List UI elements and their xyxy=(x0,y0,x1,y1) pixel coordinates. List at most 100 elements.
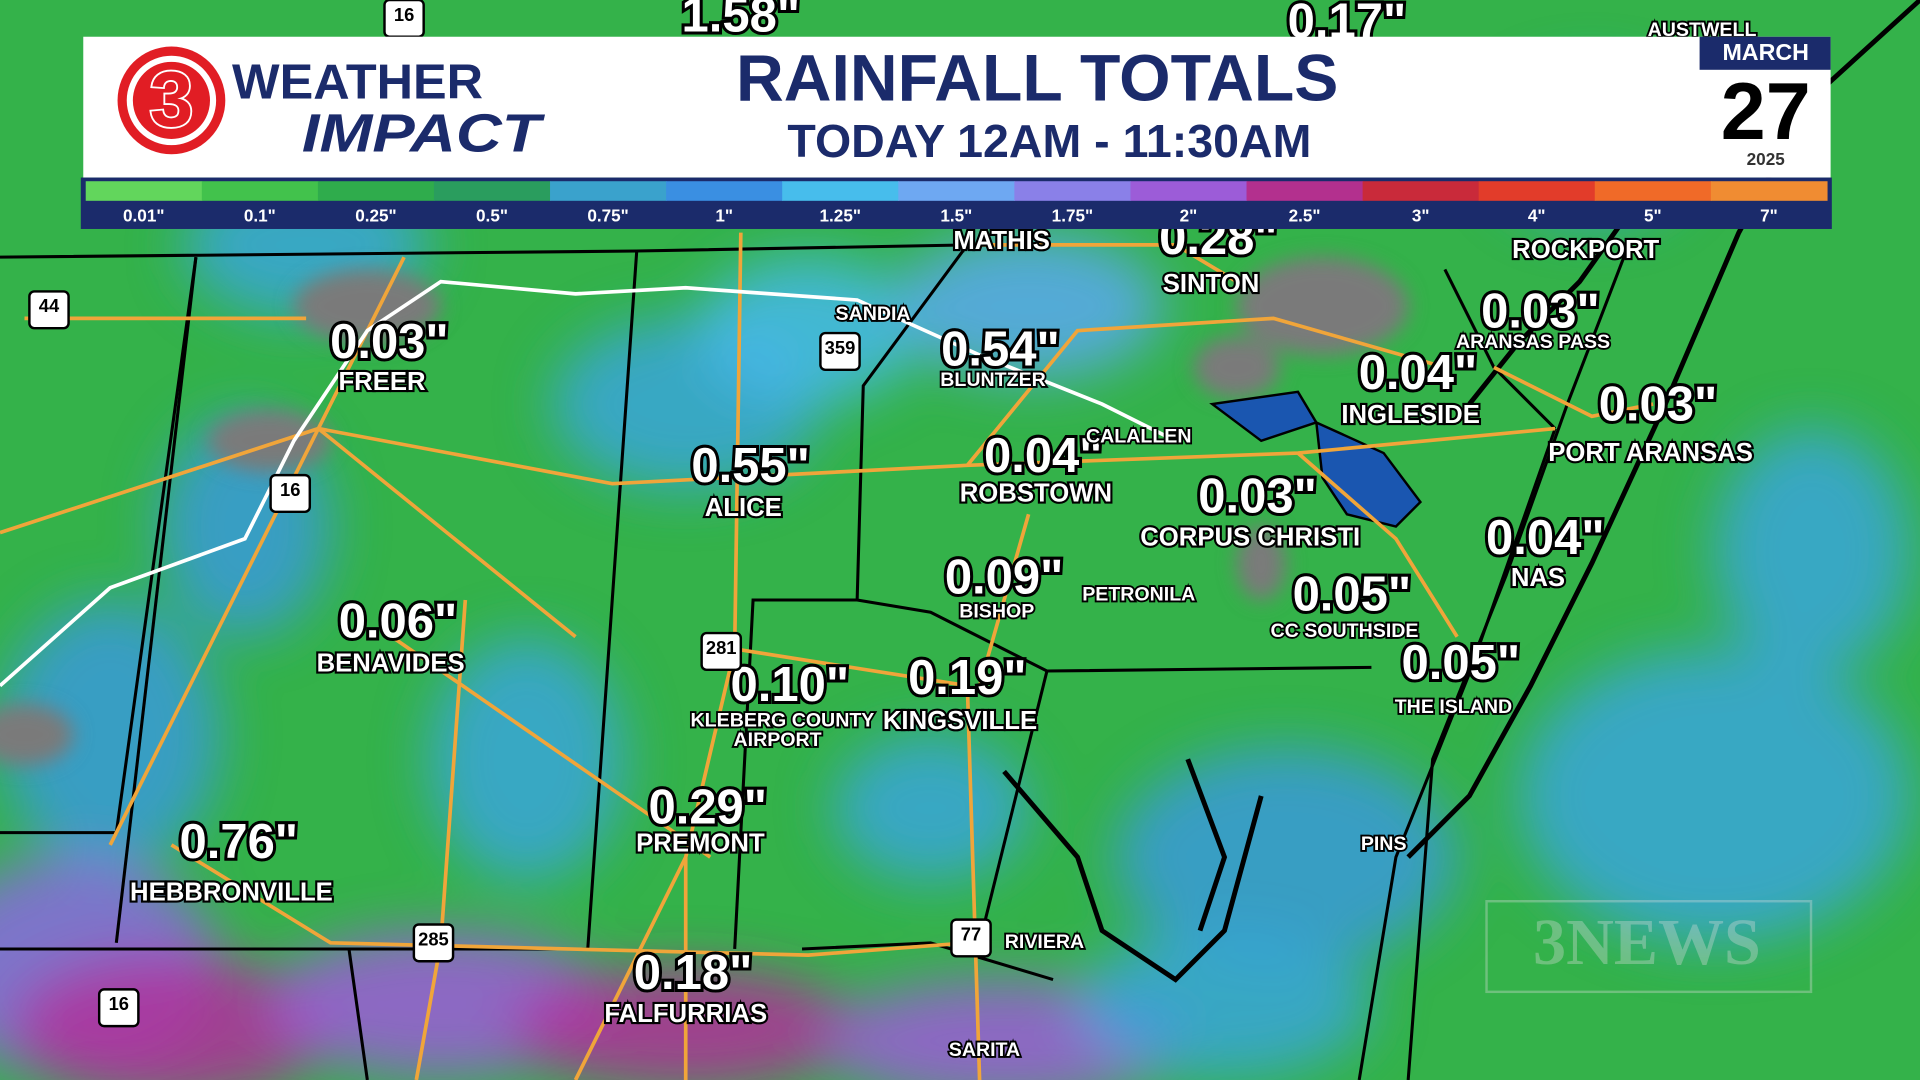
radar-blob xyxy=(832,734,1029,882)
road xyxy=(0,426,1556,535)
shield-body xyxy=(412,923,455,963)
road xyxy=(967,243,1238,284)
shield-number: 359 xyxy=(825,337,856,358)
rainfall-value: 0.29" xyxy=(648,781,767,835)
highway-shield: 285 xyxy=(412,923,455,963)
shield-number: 16 xyxy=(109,993,129,1014)
legend-label: 1.25" xyxy=(820,205,861,225)
river xyxy=(0,279,1177,688)
place-name: PREMONT xyxy=(636,830,765,858)
shield-body xyxy=(28,290,70,330)
highway-shield: 16 xyxy=(97,988,140,1028)
place-name: ALICE xyxy=(705,494,782,522)
road xyxy=(1296,451,1459,638)
legend-swatch xyxy=(433,181,551,201)
rainfall-value: 0.55" xyxy=(691,439,810,493)
place-name: CALALLEN xyxy=(1086,425,1192,447)
place-name: ROBSTOWN xyxy=(960,479,1112,507)
radar-blob xyxy=(0,600,221,870)
rainfall-value: 0.09" xyxy=(945,550,1064,604)
rainfall-value: 0.04" xyxy=(1359,346,1478,400)
road xyxy=(317,427,577,639)
legend-label: 0.5" xyxy=(476,205,508,225)
road xyxy=(977,513,1031,687)
highway-shield: 44 xyxy=(28,290,70,330)
road xyxy=(390,635,712,859)
subtitle: TODAY 12AM - 11:30AM xyxy=(787,115,1311,167)
date-day: 27 xyxy=(1721,67,1811,157)
shield-body xyxy=(700,631,743,672)
place-name: KINGSVILLE xyxy=(883,707,1037,735)
month-box xyxy=(1699,36,1831,70)
shield-body xyxy=(269,473,312,514)
place-name: FALFURRIAS xyxy=(604,1000,767,1028)
place-name: ARANSAS PASS xyxy=(1456,331,1610,353)
legend-label: 0.1" xyxy=(244,205,276,225)
county-line xyxy=(856,598,1372,673)
rainfall-value: 0.03" xyxy=(330,315,449,369)
county-line xyxy=(347,948,369,1080)
place-name: KLEBERG COUNTY xyxy=(691,709,875,731)
legend-swatch xyxy=(1478,181,1596,201)
county-line xyxy=(1406,244,1631,1080)
gray-patch xyxy=(1236,257,1409,356)
bay xyxy=(1209,390,1319,443)
place-name: MATHIS xyxy=(953,227,1050,255)
place-name: SANDIA xyxy=(836,303,911,325)
gray-patch xyxy=(1193,336,1280,398)
legend-label: 2" xyxy=(1180,205,1198,225)
coastline xyxy=(1467,194,1643,406)
radar-blob xyxy=(1714,428,1911,674)
date-year: 2025 xyxy=(1747,149,1786,169)
highway-shield: 16 xyxy=(269,473,312,514)
rainfall-value: 0.76" xyxy=(180,815,299,869)
coastline xyxy=(1185,758,1228,932)
rainfall-value: 0.05" xyxy=(1293,567,1412,621)
place-name: FREER xyxy=(338,368,426,396)
legend-swatch xyxy=(550,181,667,201)
legend-swatch xyxy=(317,181,435,201)
highway-shield: 77 xyxy=(950,918,992,958)
place-name: RIVIERA xyxy=(1005,931,1084,953)
radar-blob xyxy=(1077,930,1372,1078)
legend-swatch xyxy=(201,181,319,201)
rainfall-value: 0.03" xyxy=(1481,285,1600,339)
shield-body xyxy=(950,918,992,958)
banner-box xyxy=(83,36,1831,178)
legend-label: 1.75" xyxy=(1052,205,1093,225)
rainfall-value: 0.03" xyxy=(1599,378,1718,432)
legend-label: 1" xyxy=(715,205,733,225)
date-month: MARCH xyxy=(1722,39,1809,65)
place-name: SARITA xyxy=(949,1039,1020,1061)
place-name: BISHOP xyxy=(959,600,1034,622)
rainfall-value: 0.10" xyxy=(731,658,850,712)
place-name: NAS xyxy=(1511,564,1565,592)
place-name: BLUNTZER xyxy=(940,369,1046,391)
legend-swatch xyxy=(1710,181,1828,201)
place-name: PORT ARANSAS xyxy=(1548,439,1753,467)
rainfall-value: 0.19" xyxy=(908,651,1027,705)
legend-swatch xyxy=(898,181,1015,201)
legend-label: 7" xyxy=(1760,205,1778,225)
radar-blob xyxy=(159,416,331,637)
radar-blob xyxy=(697,257,919,405)
road xyxy=(1493,365,1654,419)
gray-patch xyxy=(0,704,74,766)
place-name: HEBBRONVILLE xyxy=(130,879,333,907)
shield-number: 281 xyxy=(706,637,737,658)
road xyxy=(170,843,968,957)
shield-number: 44 xyxy=(39,295,60,316)
watermark-text: 3NEWS xyxy=(1533,906,1761,979)
legend-swatch xyxy=(85,181,203,201)
coastline xyxy=(1002,769,1264,983)
rainfall-value: 0.54" xyxy=(941,323,1060,377)
road xyxy=(683,232,743,1080)
road xyxy=(965,316,1446,467)
county-line xyxy=(978,670,1049,944)
county-line xyxy=(114,256,198,944)
rainfall-value: 0.03" xyxy=(1198,470,1317,524)
shield-body xyxy=(819,331,861,372)
logo-circle xyxy=(117,46,226,155)
rainfall-value: 0.06" xyxy=(339,594,458,648)
